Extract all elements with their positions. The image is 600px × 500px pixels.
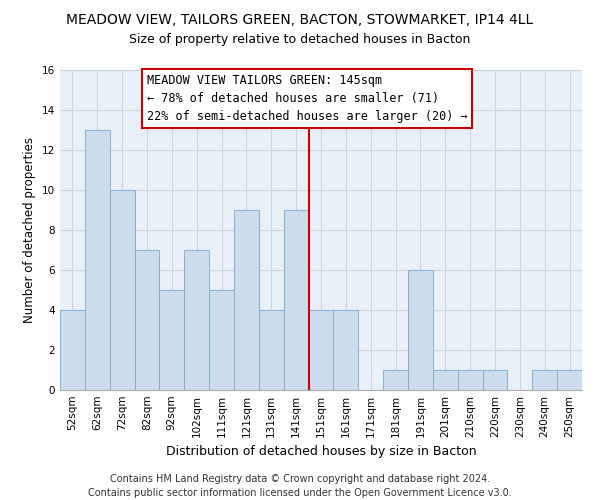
Text: Contains HM Land Registry data © Crown copyright and database right 2024.
Contai: Contains HM Land Registry data © Crown c…	[88, 474, 512, 498]
Bar	[160, 290, 184, 390]
Bar	[383, 370, 408, 390]
Bar	[557, 370, 582, 390]
X-axis label: Distribution of detached houses by size in Bacton: Distribution of detached houses by size …	[166, 446, 476, 458]
Bar	[284, 210, 308, 390]
Text: MEADOW VIEW, TAILORS GREEN, BACTON, STOWMARKET, IP14 4LL: MEADOW VIEW, TAILORS GREEN, BACTON, STOW…	[67, 12, 533, 26]
Bar	[482, 370, 508, 390]
Bar	[184, 250, 209, 390]
Bar	[234, 210, 259, 390]
Bar	[60, 310, 85, 390]
Bar	[334, 310, 358, 390]
Text: Size of property relative to detached houses in Bacton: Size of property relative to detached ho…	[130, 32, 470, 46]
Bar	[110, 190, 134, 390]
Y-axis label: Number of detached properties: Number of detached properties	[23, 137, 37, 323]
Bar	[408, 270, 433, 390]
Bar	[85, 130, 110, 390]
Bar	[134, 250, 160, 390]
Bar	[458, 370, 482, 390]
Bar	[209, 290, 234, 390]
Bar	[433, 370, 458, 390]
Text: MEADOW VIEW TAILORS GREEN: 145sqm
← 78% of detached houses are smaller (71)
22% : MEADOW VIEW TAILORS GREEN: 145sqm ← 78% …	[147, 74, 467, 123]
Bar	[532, 370, 557, 390]
Bar	[308, 310, 334, 390]
Bar	[259, 310, 284, 390]
